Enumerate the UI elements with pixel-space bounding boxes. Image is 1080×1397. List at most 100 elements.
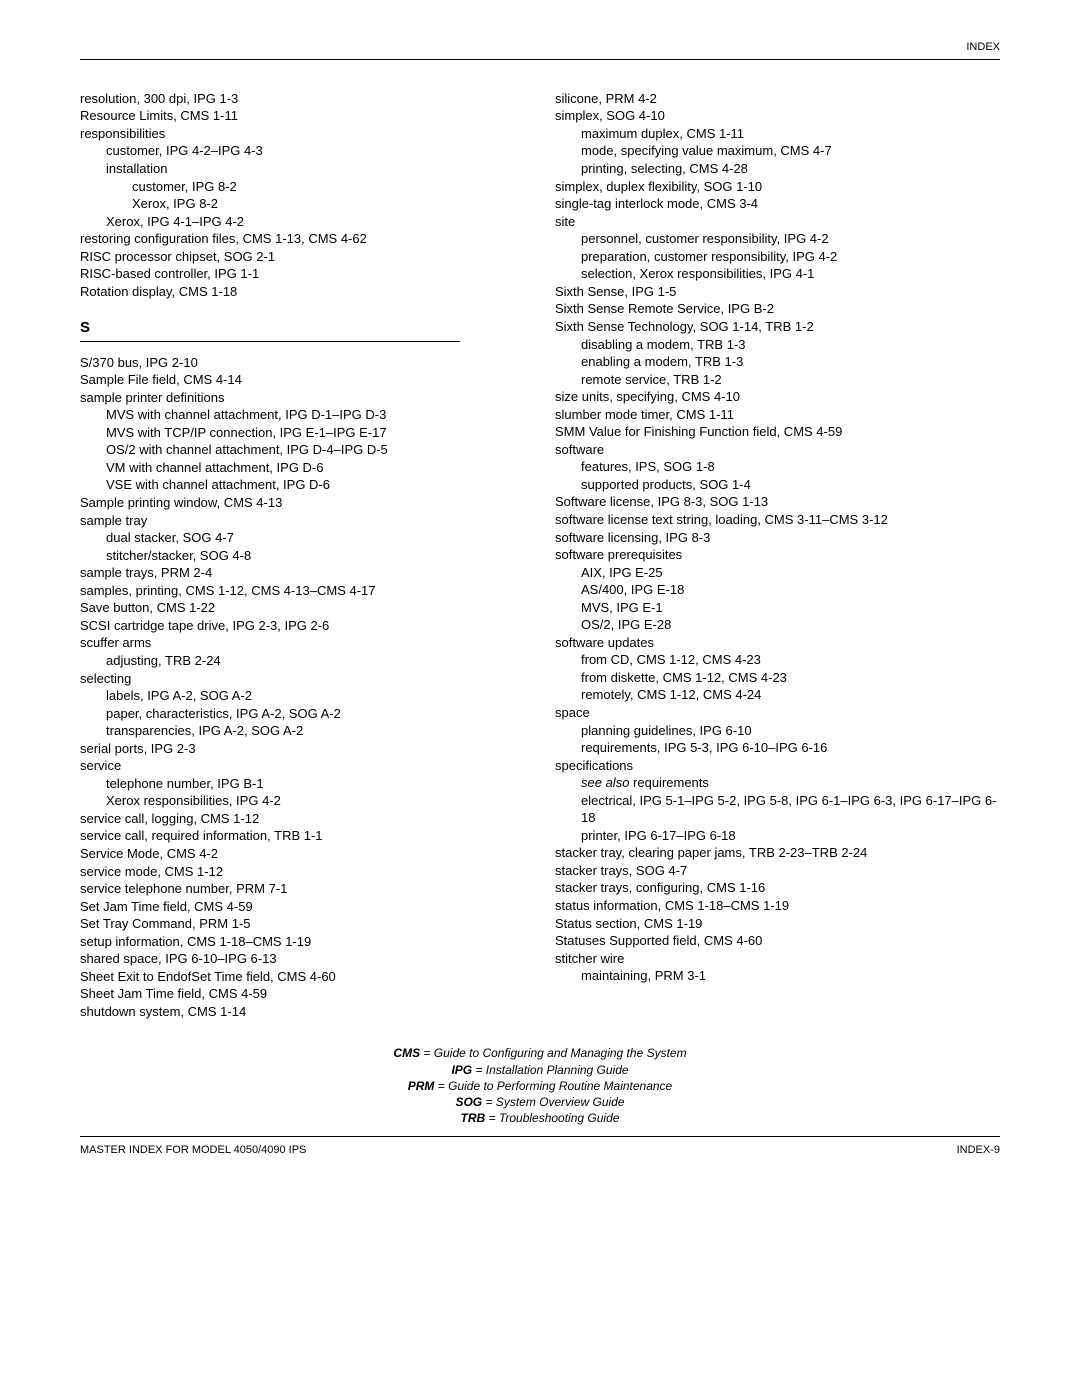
index-entry: Sample File field, CMS 4-14 [80,371,525,389]
index-entry: printing, selecting, CMS 4-28 [555,160,1000,178]
index-entry: Resource Limits, CMS 1-11 [80,107,525,125]
index-entry: space [555,704,1000,722]
bottom-rule [80,1136,1000,1137]
index-entry: personnel, customer responsibility, IPG … [555,230,1000,248]
legend-line: IPG = Installation Planning Guide [80,1062,1000,1078]
index-entry: from diskette, CMS 1-12, CMS 4-23 [555,669,1000,687]
index-entry: VM with channel attachment, IPG D-6 [80,459,525,477]
index-entry: enabling a modem, TRB 1-3 [555,353,1000,371]
index-entry: selecting [80,670,525,688]
index-entry: Sample printing window, CMS 4-13 [80,494,525,512]
section-s: S [80,318,525,338]
index-entry: printer, IPG 6-17–IPG 6-18 [555,827,1000,845]
index-entry: setup information, CMS 1-18–CMS 1-19 [80,933,525,951]
index-entry: Software license, IPG 8-3, SOG 1-13 [555,493,1000,511]
index-entry: simplex, SOG 4-10 [555,107,1000,125]
index-entry: installation [80,160,525,178]
left-column: resolution, 300 dpi, IPG 1-3Resource Lim… [80,90,525,1021]
index-entry: shutdown system, CMS 1-14 [80,1003,525,1021]
index-entry: AS/400, IPG E-18 [555,581,1000,599]
index-entry: service mode, CMS 1-12 [80,863,525,881]
index-entry: silicone, PRM 4-2 [555,90,1000,108]
index-entry: Sixth Sense Technology, SOG 1-14, TRB 1-… [555,318,1000,336]
index-entry: maintaining, PRM 3-1 [555,967,1000,985]
index-entry: responsibilities [80,125,525,143]
index-entry: service call, logging, CMS 1-12 [80,810,525,828]
index-entry: OS/2 with channel attachment, IPG D-4–IP… [80,441,525,459]
index-entry: Xerox, IPG 8-2 [80,195,525,213]
index-entry: size units, specifying, CMS 4-10 [555,388,1000,406]
index-entry: simplex, duplex flexibility, SOG 1-10 [555,178,1000,196]
index-entry: specifications [555,757,1000,775]
index-entry: restoring configuration files, CMS 1-13,… [80,230,525,248]
index-entry: status information, CMS 1-18–CMS 1-19 [555,897,1000,915]
index-entry: mode, specifying value maximum, CMS 4-7 [555,142,1000,160]
index-entry: Sheet Jam Time field, CMS 4-59 [80,985,525,1003]
legend: CMS = Guide to Configuring and Managing … [80,1045,1000,1126]
index-entry: Service Mode, CMS 4-2 [80,845,525,863]
section-rule [80,341,460,342]
index-entry: remotely, CMS 1-12, CMS 4-24 [555,686,1000,704]
index-entry: S/370 bus, IPG 2-10 [80,354,525,372]
footer-left: MASTER INDEX FOR MODEL 4050/4090 IPS [80,1143,306,1158]
index-entry: dual stacker, SOG 4-7 [80,529,525,547]
index-entry: stitcher wire [555,950,1000,968]
index-entry: planning guidelines, IPG 6-10 [555,722,1000,740]
index-entry: stacker tray, clearing paper jams, TRB 2… [555,844,1000,862]
legend-line: SOG = System Overview Guide [80,1094,1000,1110]
index-entry: Sixth Sense Remote Service, IPG B-2 [555,300,1000,318]
legend-line: PRM = Guide to Performing Routine Mainte… [80,1078,1000,1094]
index-entry: Statuses Supported field, CMS 4-60 [555,932,1000,950]
index-entry: selection, Xerox responsibilities, IPG 4… [555,265,1000,283]
top-rule [80,59,1000,60]
index-entry: telephone number, IPG B-1 [80,775,525,793]
index-entry: shared space, IPG 6-10–IPG 6-13 [80,950,525,968]
index-entry: see also requirements [555,774,1000,792]
right-column: silicone, PRM 4-2simplex, SOG 4-10maximu… [555,90,1000,1021]
index-entry: remote service, TRB 1-2 [555,371,1000,389]
index-entry: MVS with TCP/IP connection, IPG E-1–IPG … [80,424,525,442]
index-entry: sample trays, PRM 2-4 [80,564,525,582]
index-entry: paper, characteristics, IPG A-2, SOG A-2 [80,705,525,723]
index-entry: MVS with channel attachment, IPG D-1–IPG… [80,406,525,424]
index-entry: AIX, IPG E-25 [555,564,1000,582]
index-entry: electrical, IPG 5-1–IPG 5-2, IPG 5-8, IP… [555,792,1000,827]
footer-right: INDEX-9 [957,1143,1000,1158]
index-entry: preparation, customer responsibility, IP… [555,248,1000,266]
index-entry: scuffer arms [80,634,525,652]
legend-line: CMS = Guide to Configuring and Managing … [80,1045,1000,1061]
index-entry: service [80,757,525,775]
index-entry: software [555,441,1000,459]
index-entry: site [555,213,1000,231]
index-entry: adjusting, TRB 2-24 [80,652,525,670]
columns: resolution, 300 dpi, IPG 1-3Resource Lim… [80,90,1000,1021]
index-entry: transparencies, IPG A-2, SOG A-2 [80,722,525,740]
footer: MASTER INDEX FOR MODEL 4050/4090 IPS IND… [80,1143,1000,1158]
header-label: INDEX [80,40,1000,55]
index-entry: customer, IPG 4-2–IPG 4-3 [80,142,525,160]
index-entry: stacker trays, SOG 4-7 [555,862,1000,880]
index-entry: VSE with channel attachment, IPG D-6 [80,476,525,494]
index-entry: Status section, CMS 1-19 [555,915,1000,933]
index-entry: stacker trays, configuring, CMS 1-16 [555,879,1000,897]
index-entry: maximum duplex, CMS 1-11 [555,125,1000,143]
index-entry: supported products, SOG 1-4 [555,476,1000,494]
index-entry: OS/2, IPG E-28 [555,616,1000,634]
index-entry: service telephone number, PRM 7-1 [80,880,525,898]
index-entry: Save button, CMS 1-22 [80,599,525,617]
index-entry: Set Jam Time field, CMS 4-59 [80,898,525,916]
index-entry: from CD, CMS 1-12, CMS 4-23 [555,651,1000,669]
index-entry: slumber mode timer, CMS 1-11 [555,406,1000,424]
index-entry: RISC processor chipset, SOG 2-1 [80,248,525,266]
index-entry: software updates [555,634,1000,652]
index-entry: Xerox responsibilities, IPG 4-2 [80,792,525,810]
index-entry: SCSI cartridge tape drive, IPG 2-3, IPG … [80,617,525,635]
index-entry: Sixth Sense, IPG 1-5 [555,283,1000,301]
index-entry: software licensing, IPG 8-3 [555,529,1000,547]
index-entry: service call, required information, TRB … [80,827,525,845]
index-entry: SMM Value for Finishing Function field, … [555,423,1000,441]
index-entry: RISC-based controller, IPG 1-1 [80,265,525,283]
index-entry: Sheet Exit to EndofSet Time field, CMS 4… [80,968,525,986]
index-entry: Set Tray Command, PRM 1-5 [80,915,525,933]
index-entry: stitcher/stacker, SOG 4-8 [80,547,525,565]
